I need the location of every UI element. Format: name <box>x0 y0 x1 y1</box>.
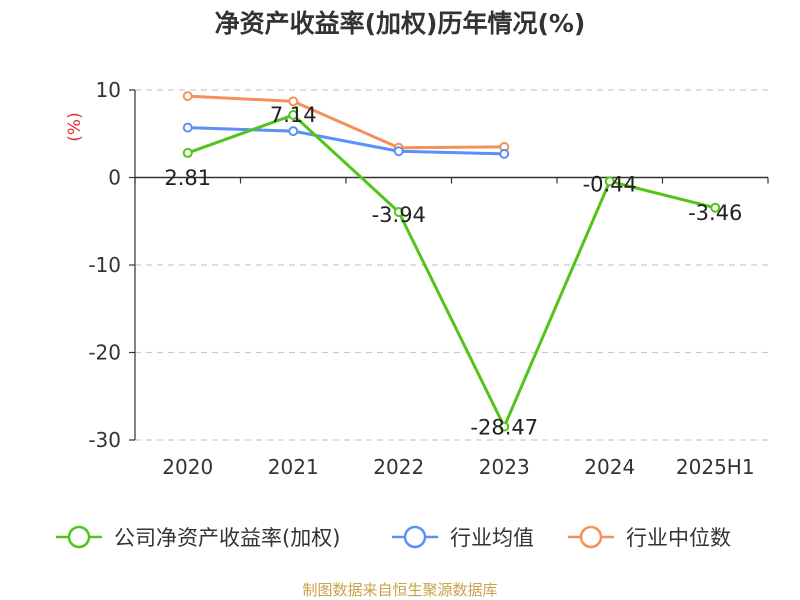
legend-marker <box>579 525 603 549</box>
legend-marker <box>67 525 91 549</box>
data-point <box>182 122 193 133</box>
data-point <box>393 206 404 217</box>
data-point <box>393 146 404 157</box>
series-line-0 <box>186 113 717 429</box>
data-point <box>604 176 615 187</box>
data-label: -3.94 <box>372 203 426 227</box>
data-labels: 2.81 7.14 -3.94 -28.47 -0.44 -3.46 <box>164 103 742 440</box>
y-axis-unit: (%) <box>65 112 85 141</box>
grid-lines <box>135 89 768 441</box>
data-point <box>499 148 510 159</box>
series-line-1 <box>186 126 506 156</box>
data-label: -3.46 <box>688 201 742 225</box>
data-point <box>288 110 299 121</box>
x-tick-label: 2021 <box>268 455 319 479</box>
legend-marker <box>403 525 427 549</box>
legend-label: 公司净资产收益率(加权) <box>114 526 340 550</box>
data-point <box>499 421 510 432</box>
y-tick-label: -30 <box>88 428 121 452</box>
legend-label: 行业均值 <box>450 526 534 550</box>
data-label: 7.14 <box>270 103 317 127</box>
series-lines <box>182 91 721 432</box>
y-tick-label: 0 <box>108 166 121 190</box>
chart-title: 净资产收益率(加权)历年情况(%) <box>215 9 586 38</box>
data-point <box>288 96 299 107</box>
source-note: 制图数据来自恒生聚源数据库 <box>302 581 497 599</box>
legend: 公司净资产收益率(加权) 行业均值 行业中位数 <box>56 525 731 550</box>
data-point <box>182 147 193 158</box>
data-label: 2.81 <box>164 166 211 190</box>
data-label: -28.47 <box>470 416 538 440</box>
x-tick-label: 2025H1 <box>676 455 755 479</box>
y-tick-label: -20 <box>88 341 121 365</box>
x-tick-label: 2022 <box>373 455 424 479</box>
x-tick-label: 2024 <box>584 455 635 479</box>
data-point <box>182 91 193 102</box>
data-point <box>288 126 299 137</box>
x-tick-label: 2020 <box>162 455 213 479</box>
legend-label: 行业中位数 <box>626 526 731 550</box>
y-tick-label: 10 <box>96 78 121 102</box>
y-tick-label: -10 <box>88 253 121 277</box>
data-point <box>710 202 721 213</box>
data-label: -0.44 <box>583 172 637 196</box>
series-line-2 <box>186 94 506 150</box>
axes: 10 0 -10 -20 -30 2020 2021 2022 2023 2024 2025H1 <box>88 78 769 479</box>
x-tick-label: 2023 <box>479 455 530 479</box>
